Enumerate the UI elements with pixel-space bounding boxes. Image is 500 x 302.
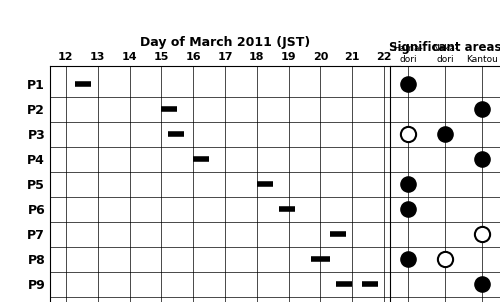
Point [404,132,412,137]
Point [404,82,412,86]
Point [478,157,486,162]
Point [404,207,412,212]
Point [404,182,412,187]
Point [478,107,486,111]
Point [441,132,449,137]
Point [404,257,412,262]
Point [478,282,486,287]
Text: Significant areas: Significant areas [389,41,500,54]
Point [441,257,449,262]
X-axis label: Day of March 2011 (JST): Day of March 2011 (JST) [140,36,310,49]
Point [478,232,486,237]
